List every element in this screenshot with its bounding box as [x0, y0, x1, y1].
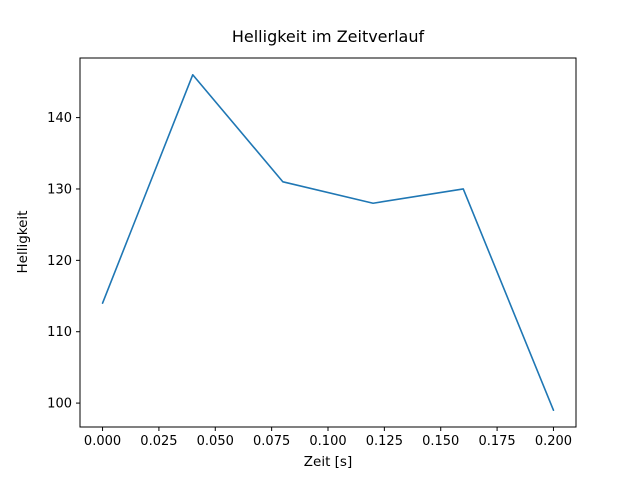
y-tick-label: 140 [47, 111, 72, 126]
x-tick-label: 0.200 [535, 434, 572, 449]
plot-frame [79, 57, 577, 428]
x-tick-label: 0.150 [422, 434, 459, 449]
data-series-layer [101, 73, 555, 412]
axes-layer: 0.000 0.025 0.050 0.075 0.100 0.125 0.150 0.175… [47, 57, 577, 449]
x-tick-label: 0.075 [253, 434, 290, 449]
x-tick-label: 0.050 [197, 434, 234, 449]
x-tick-label: 0.125 [366, 434, 403, 449]
brightness-line [101, 73, 555, 412]
x-tick-label: 0.175 [478, 434, 515, 449]
y-tick-label: 110 [47, 325, 72, 340]
x-tick-label: 0.100 [309, 434, 346, 449]
y-axis-label: Helligkeit [15, 211, 31, 274]
x-tick-label: 0.000 [84, 434, 121, 449]
y-tick-label: 130 [47, 182, 72, 197]
chart-title: Helligkeit im Zeitverlauf [232, 27, 425, 46]
y-tick-label: 120 [47, 254, 72, 269]
x-axis-label: Zeit [s] [304, 454, 352, 470]
x-tick-label: 0.025 [140, 434, 177, 449]
y-tick-label: 100 [47, 397, 72, 412]
